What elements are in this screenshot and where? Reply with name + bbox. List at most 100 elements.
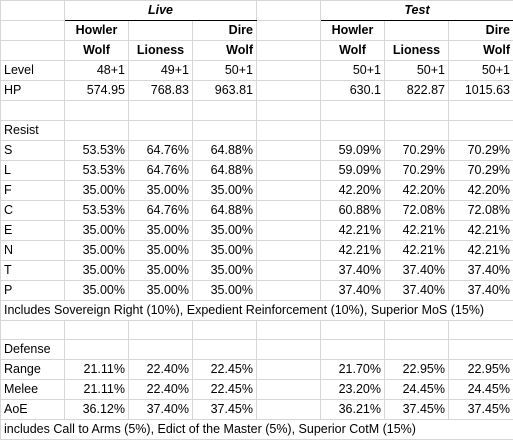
blank-cell[interactable] bbox=[256, 20, 321, 41]
section-title[interactable]: Defense bbox=[0, 339, 65, 360]
value-live[interactable]: 36.12% bbox=[64, 399, 129, 420]
value-live[interactable]: 768.83 bbox=[128, 80, 193, 101]
blank-cell[interactable] bbox=[256, 60, 321, 81]
value-live[interactable]: 35.00% bbox=[64, 279, 129, 301]
value-live[interactable]: 64.76% bbox=[128, 199, 193, 221]
value-test[interactable]: 59.09% bbox=[320, 139, 385, 161]
blank-cell[interactable] bbox=[0, 0, 65, 21]
blank-cell[interactable] bbox=[256, 259, 321, 281]
value-test[interactable]: 42.21% bbox=[384, 219, 449, 241]
value-test[interactable]: 37.40% bbox=[448, 259, 513, 281]
row-label[interactable]: P bbox=[0, 279, 65, 301]
blank-cell[interactable] bbox=[256, 339, 321, 360]
blank-cell[interactable] bbox=[448, 319, 513, 340]
column-header-test[interactable]: Dire bbox=[448, 20, 513, 41]
blank-cell[interactable] bbox=[128, 100, 193, 121]
value-test[interactable]: 42.21% bbox=[320, 219, 385, 241]
value-test[interactable]: 22.95% bbox=[384, 359, 449, 380]
blank-cell[interactable] bbox=[256, 319, 321, 340]
column-header-test[interactable]: Howler bbox=[320, 20, 385, 41]
blank-cell[interactable] bbox=[64, 100, 129, 121]
value-live[interactable]: 22.40% bbox=[128, 379, 193, 400]
blank-cell[interactable] bbox=[192, 119, 257, 141]
value-test[interactable]: 70.29% bbox=[384, 159, 449, 181]
row-label[interactable]: L bbox=[0, 159, 65, 181]
group-header-live[interactable]: Live bbox=[64, 0, 257, 21]
blank-cell[interactable] bbox=[256, 159, 321, 181]
section-note[interactable]: Includes Sovereign Right (10%), Expedien… bbox=[0, 299, 513, 321]
value-test[interactable]: 72.08% bbox=[384, 199, 449, 221]
blank-cell[interactable] bbox=[448, 100, 513, 121]
blank-cell[interactable] bbox=[384, 319, 449, 340]
blank-cell[interactable] bbox=[192, 319, 257, 340]
value-test[interactable]: 70.29% bbox=[448, 139, 513, 161]
column-header-live[interactable]: Howler bbox=[64, 20, 129, 41]
value-test[interactable]: 42.21% bbox=[384, 239, 449, 261]
value-live[interactable]: 35.00% bbox=[192, 279, 257, 301]
value-test[interactable]: 70.29% bbox=[448, 159, 513, 181]
value-test[interactable]: 37.40% bbox=[320, 279, 385, 301]
value-test[interactable]: 23.20% bbox=[320, 379, 385, 400]
row-label[interactable]: F bbox=[0, 179, 65, 201]
value-test[interactable]: 37.45% bbox=[384, 399, 449, 420]
value-live[interactable]: 35.00% bbox=[128, 259, 193, 281]
value-test[interactable]: 50+1 bbox=[320, 60, 385, 81]
blank-cell[interactable] bbox=[128, 339, 193, 360]
value-live[interactable]: 53.53% bbox=[64, 159, 129, 181]
value-test[interactable]: 42.21% bbox=[320, 239, 385, 261]
blank-cell[interactable] bbox=[256, 179, 321, 201]
blank-cell[interactable] bbox=[256, 359, 321, 380]
row-label[interactable]: T bbox=[0, 259, 65, 281]
value-test[interactable]: 42.20% bbox=[384, 179, 449, 201]
value-live[interactable]: 48+1 bbox=[64, 60, 129, 81]
value-test[interactable]: 50+1 bbox=[448, 60, 513, 81]
value-live[interactable]: 49+1 bbox=[128, 60, 193, 81]
column-header-live[interactable]: Wolf bbox=[192, 40, 257, 61]
value-live[interactable]: 53.53% bbox=[64, 199, 129, 221]
value-live[interactable]: 64.76% bbox=[128, 139, 193, 161]
blank-cell[interactable] bbox=[384, 339, 449, 360]
column-header-test[interactable]: Wolf bbox=[320, 40, 385, 61]
blank-cell[interactable] bbox=[256, 279, 321, 301]
column-header-test[interactable]: Wolf bbox=[448, 40, 513, 61]
column-header-live[interactable]: Wolf bbox=[64, 40, 129, 61]
value-test[interactable]: 70.29% bbox=[384, 139, 449, 161]
value-test[interactable]: 42.20% bbox=[320, 179, 385, 201]
column-header-live[interactable]: Lioness bbox=[128, 40, 193, 61]
value-test[interactable]: 37.45% bbox=[448, 399, 513, 420]
blank-cell[interactable] bbox=[256, 139, 321, 161]
value-test[interactable]: 37.40% bbox=[320, 259, 385, 281]
value-test[interactable]: 822.87 bbox=[384, 80, 449, 101]
blank-cell[interactable] bbox=[256, 0, 321, 21]
value-live[interactable]: 963.81 bbox=[192, 80, 257, 101]
column-header-test[interactable] bbox=[384, 20, 449, 41]
value-test[interactable]: 60.88% bbox=[320, 199, 385, 221]
section-note[interactable]: includes Call to Arms (5%), Edict of the… bbox=[0, 419, 513, 440]
blank-cell[interactable] bbox=[320, 100, 385, 121]
value-live[interactable]: 574.95 bbox=[64, 80, 129, 101]
value-test[interactable]: 24.45% bbox=[448, 379, 513, 400]
blank-cell[interactable] bbox=[320, 319, 385, 340]
value-live[interactable]: 21.11% bbox=[64, 379, 129, 400]
value-test[interactable]: 42.21% bbox=[448, 219, 513, 241]
blank-cell[interactable] bbox=[256, 239, 321, 261]
column-header-test[interactable]: Lioness bbox=[384, 40, 449, 61]
blank-cell[interactable] bbox=[128, 319, 193, 340]
blank-cell[interactable] bbox=[64, 339, 129, 360]
value-live[interactable]: 53.53% bbox=[64, 139, 129, 161]
row-label[interactable]: HP bbox=[0, 80, 65, 101]
value-test[interactable]: 1015.63 bbox=[448, 80, 513, 101]
value-live[interactable]: 35.00% bbox=[192, 219, 257, 241]
value-live[interactable]: 22.45% bbox=[192, 379, 257, 400]
value-live[interactable]: 35.00% bbox=[64, 259, 129, 281]
value-live[interactable]: 35.00% bbox=[128, 279, 193, 301]
value-test[interactable]: 42.21% bbox=[448, 239, 513, 261]
blank-cell[interactable] bbox=[0, 40, 65, 61]
blank-cell[interactable] bbox=[384, 100, 449, 121]
blank-cell[interactable] bbox=[256, 119, 321, 141]
value-test[interactable]: 37.40% bbox=[384, 279, 449, 301]
column-header-live[interactable] bbox=[128, 20, 193, 41]
row-label[interactable]: Melee bbox=[0, 379, 65, 400]
row-label[interactable]: Level bbox=[0, 60, 65, 81]
blank-cell[interactable] bbox=[256, 379, 321, 400]
